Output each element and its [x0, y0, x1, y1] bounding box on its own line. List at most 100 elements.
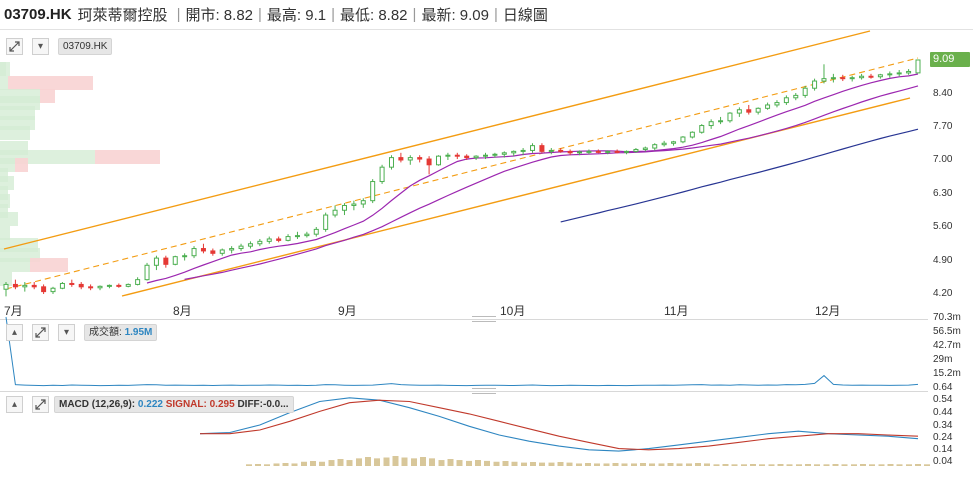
- candle-body: [624, 150, 630, 153]
- macd-histogram-bar: [777, 464, 784, 466]
- expand-icon[interactable]: [6, 38, 23, 55]
- macd-histogram-bar: [594, 463, 600, 466]
- macd-histogram-bar: [447, 459, 454, 466]
- macd-histogram-bar: [832, 464, 839, 466]
- candle-body: [41, 286, 47, 293]
- candle-body: [144, 264, 150, 281]
- ma20-line: [184, 85, 919, 280]
- x-tick-label: 8月: [173, 304, 192, 318]
- candle-body: [774, 102, 780, 106]
- macd-histogram-bar: [667, 463, 674, 466]
- price-y-tick: 4.20: [933, 288, 953, 299]
- volume-y-tick: 56.5m: [933, 326, 961, 337]
- resize-handle[interactable]: [472, 316, 496, 322]
- macd-value: 0.222: [137, 399, 163, 410]
- chevron-down-icon[interactable]: ▾: [58, 324, 75, 341]
- macd-histogram-bar: [823, 464, 830, 466]
- macd-histogram-bar: [896, 464, 903, 466]
- macd-histogram-bar: [906, 464, 912, 466]
- volume-profile-bar: [0, 126, 30, 140]
- volume-tag: 成交額: 1.95M: [84, 324, 158, 341]
- candle-body: [88, 286, 94, 289]
- volume-profile-bar: [15, 158, 28, 172]
- candle-body: [520, 149, 526, 152]
- high-price: 最高: 9.1: [266, 7, 327, 24]
- candle-body: [294, 235, 300, 238]
- volume-value: 1.95M: [124, 327, 153, 338]
- macd-histogram-bar: [530, 462, 536, 466]
- macd-histogram-bar: [521, 462, 527, 466]
- volume-profile-bar: [8, 76, 93, 90]
- candle-body: [746, 109, 752, 113]
- candle-body: [388, 157, 394, 168]
- macd-histogram-bar: [484, 460, 490, 466]
- macd-histogram-bar: [420, 457, 426, 466]
- macd-histogram-bar: [557, 462, 564, 466]
- macd-histogram-bar: [658, 463, 665, 466]
- volume-profile-bar: [0, 204, 8, 218]
- candle-body: [689, 131, 695, 138]
- macd-histogram-bar: [374, 458, 380, 466]
- macd-histogram-bar: [365, 457, 371, 466]
- candle-body: [238, 245, 244, 250]
- candle-body: [830, 77, 836, 80]
- candle-body: [182, 255, 188, 258]
- candle-body: [765, 104, 771, 109]
- price-y-tick: 5.60: [933, 221, 953, 232]
- macd-y-tick: 0.04: [933, 456, 953, 467]
- arrow-up-icon[interactable]: ▴: [6, 324, 23, 341]
- candle-body: [200, 248, 206, 252]
- x-tick-label: 12月: [815, 304, 841, 318]
- macd-histogram-bar: [621, 463, 628, 466]
- macd-histogram-bar: [786, 464, 793, 466]
- candle-body: [313, 228, 319, 235]
- candle-body: [257, 240, 263, 245]
- price-y-tick: 7.70: [933, 121, 953, 132]
- macd-histogram-bar: [493, 461, 500, 466]
- volume-profile-bar: [0, 194, 10, 208]
- candle-body: [868, 75, 874, 78]
- candle-body: [633, 148, 639, 152]
- candle-body: [595, 150, 601, 153]
- candle-body: [840, 77, 846, 80]
- volume-y-tick: 42.7m: [933, 340, 961, 351]
- candle-body: [473, 155, 479, 159]
- volume-profile-bar: [0, 212, 18, 226]
- expand-icon[interactable]: [32, 396, 49, 413]
- volume-profile-bar: [30, 258, 68, 272]
- candle-body: [435, 155, 441, 166]
- candle-body: [276, 238, 282, 241]
- macd-histogram-bar: [383, 457, 390, 466]
- candle-body: [97, 285, 103, 289]
- volume-line: [5, 316, 919, 387]
- arrow-up-icon[interactable]: ▴: [6, 396, 23, 413]
- expand-icon[interactable]: [32, 324, 49, 341]
- resize-handle[interactable]: [472, 388, 496, 394]
- candle-body: [304, 233, 310, 237]
- macd-histogram-bar: [796, 464, 802, 466]
- macd-histogram-bar: [741, 464, 747, 466]
- candle-body: [323, 214, 329, 230]
- candle-body: [351, 203, 357, 206]
- candle-body: [483, 154, 489, 157]
- signal-value: 0.295: [209, 399, 235, 410]
- candle-body: [332, 209, 338, 216]
- candle-body: [191, 248, 197, 257]
- candle-body: [915, 59, 921, 74]
- macd-histogram-bar: [438, 460, 445, 466]
- candle-body: [398, 157, 404, 161]
- candle-body: [266, 238, 272, 242]
- macd-histogram-bar: [319, 461, 325, 466]
- volume-y-tick: 70.3m: [933, 312, 961, 323]
- volume-y-tick: 0.64: [933, 382, 953, 393]
- macd-histogram-bar: [713, 464, 720, 466]
- volume-profile-bar: [0, 226, 10, 240]
- candle-body: [577, 151, 583, 154]
- macd-histogram-bar: [640, 463, 646, 466]
- open-price: 開市: 8.82: [185, 7, 253, 24]
- macd-histogram-bar: [759, 464, 765, 466]
- macd-histogram-bar: [924, 464, 930, 466]
- chevron-down-icon[interactable]: ▾: [32, 38, 49, 55]
- macd-histogram-bar: [337, 459, 344, 466]
- candle-body: [285, 236, 291, 241]
